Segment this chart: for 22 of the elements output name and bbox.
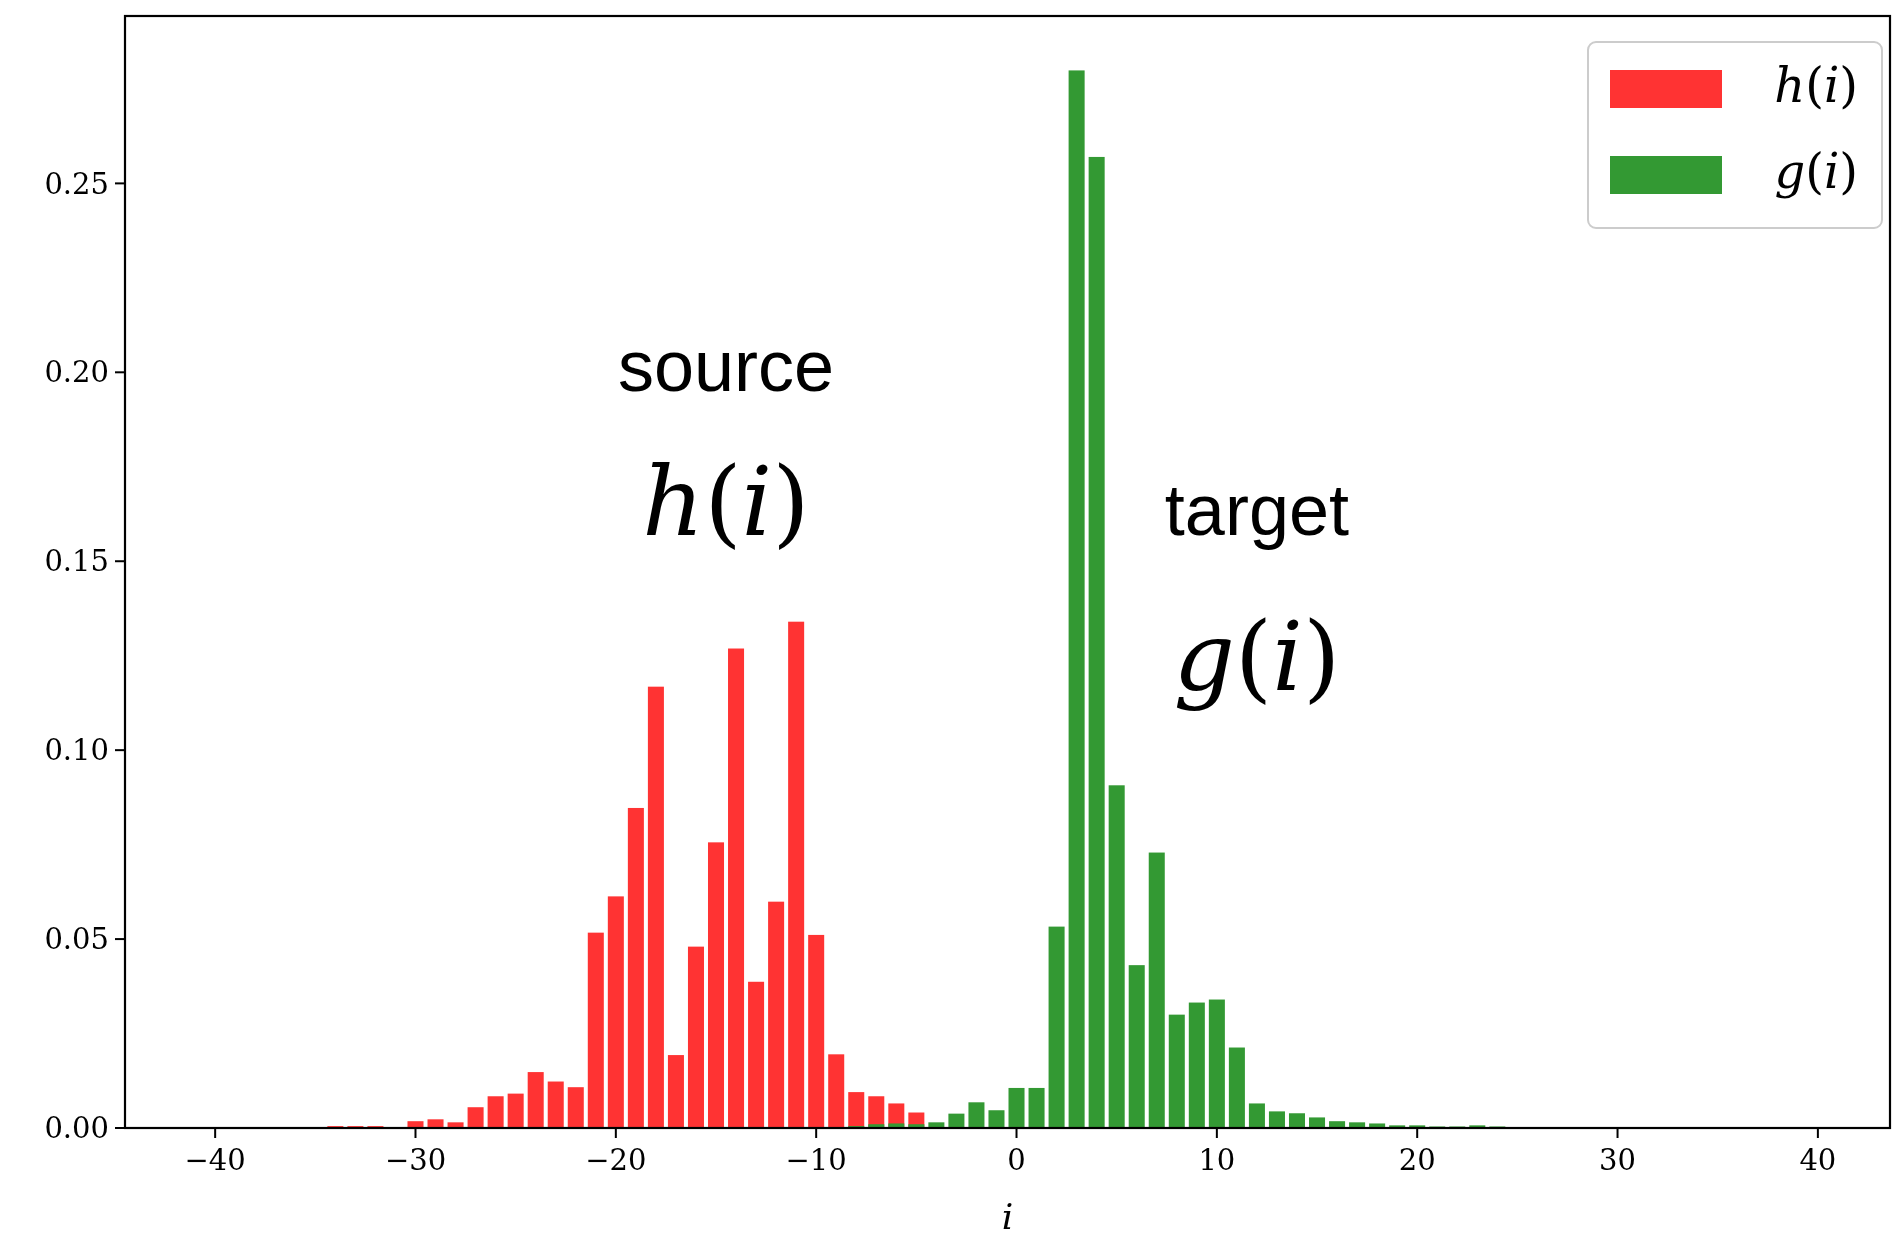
x-tick-label: 40 bbox=[1799, 1143, 1837, 1177]
x-tick-label: 10 bbox=[1198, 1143, 1236, 1177]
annotation: h(i) bbox=[642, 445, 810, 558]
x-tick-label: 20 bbox=[1398, 1143, 1436, 1177]
x-tick-label: 0 bbox=[1007, 1143, 1026, 1177]
legend-label: g(i) bbox=[1774, 143, 1858, 199]
y-tick-label: 0.05 bbox=[44, 922, 109, 957]
x-axis-title: i bbox=[1001, 1196, 1014, 1237]
annotation: target bbox=[1164, 469, 1349, 550]
x-tick-label: 30 bbox=[1599, 1143, 1636, 1177]
x-tick-label: −20 bbox=[585, 1143, 647, 1177]
x-tick-label: −40 bbox=[184, 1143, 246, 1177]
x-tick-label: −10 bbox=[785, 1143, 847, 1177]
annotation: g(i) bbox=[1173, 600, 1341, 713]
y-tick-label: 0.00 bbox=[44, 1111, 109, 1146]
y-tick-label: 0.25 bbox=[44, 166, 109, 201]
y-tick-label: 0.15 bbox=[44, 544, 109, 579]
y-tick-label: 0.20 bbox=[44, 355, 109, 390]
legend-label: h(i) bbox=[1774, 57, 1858, 113]
annotation: source bbox=[617, 326, 835, 407]
x-tick-label: −30 bbox=[384, 1143, 447, 1177]
y-tick-label: 0.10 bbox=[44, 733, 109, 768]
